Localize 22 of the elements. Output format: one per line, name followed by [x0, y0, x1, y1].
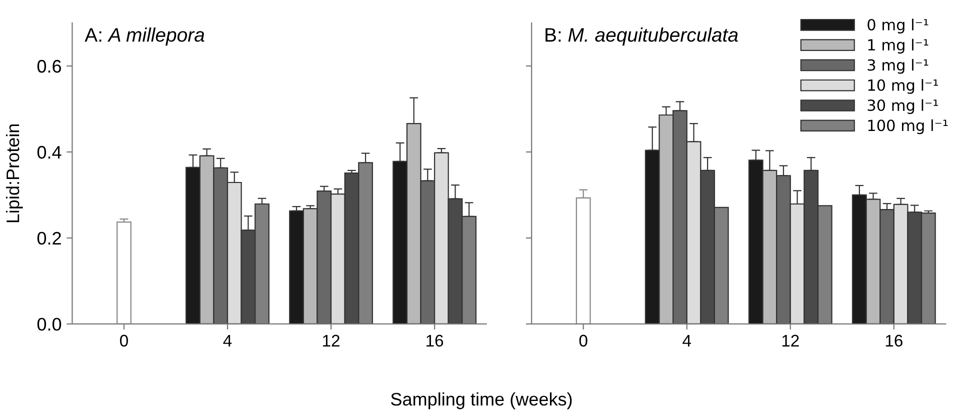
legend-label: 100 mg l⁻¹ [868, 119, 948, 134]
y-axis-title: Lipid:Protein [6, 124, 23, 222]
legend-label: 10 mg l⁻¹ [868, 79, 938, 94]
chart-title: B: M. aequituberculata [546, 28, 738, 46]
legend-label: 3 mg l⁻¹ [868, 58, 928, 74]
x-tick-label: 0 [120, 334, 128, 347]
x-tick-label: 16 [426, 334, 444, 347]
y-tick-label: 0.6 [37, 60, 62, 73]
x-tick-label: 4 [223, 334, 232, 346]
y-tick-label: 0.0 [37, 318, 62, 331]
x-tick-label: 12 [782, 334, 799, 346]
x-axis-title: Sampling time (weeks) [391, 392, 572, 410]
legend-label: 0 mg l⁻¹ [868, 18, 928, 34]
y-tick-label: 0.2 [37, 232, 61, 245]
legend-label: 1 mg l⁻¹ [868, 38, 928, 54]
chart-title: A: A millepora [84, 28, 204, 46]
x-tick-label: 0 [579, 334, 588, 347]
y-tick-label: 0.4 [37, 146, 62, 159]
x-tick-label: 12 [323, 334, 340, 346]
x-tick-label: 16 [886, 334, 902, 347]
legend-label: 30 mg l⁻¹ [868, 99, 938, 114]
x-tick-label: 4 [682, 334, 692, 346]
